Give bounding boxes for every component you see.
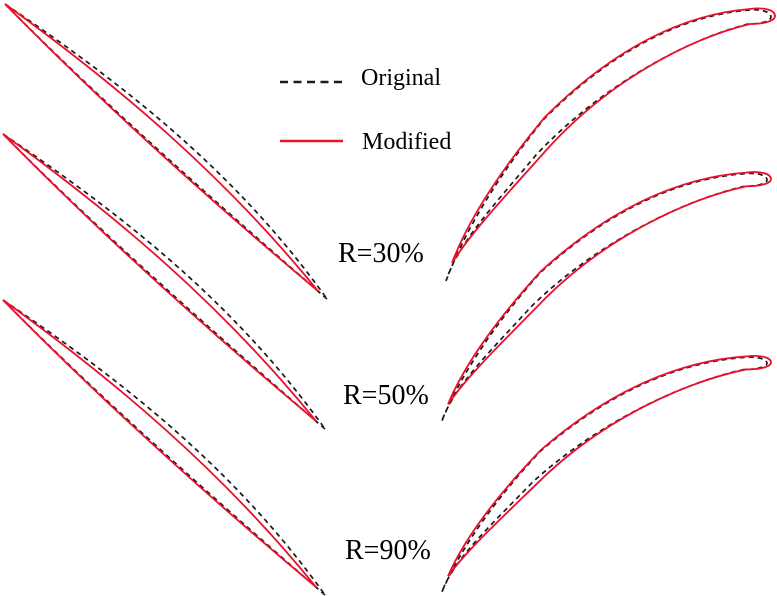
original-blade-outline [5, 4, 327, 299]
original-blade-outline [446, 10, 771, 281]
modified-blade-outline [5, 4, 318, 291]
blade-group-left-r90 [3, 300, 325, 595]
blade-group-left-r30 [5, 4, 327, 299]
modified-blade-outline [448, 356, 771, 576]
modified-blade-outline [448, 172, 771, 404]
legend-modified-label: Modified [362, 129, 452, 155]
row-label-r90: R=90% [345, 535, 431, 566]
blade-group-right-r50 [442, 172, 771, 421]
blade-group-left-r50 [3, 134, 325, 429]
row-label-r30: R=30% [338, 238, 424, 269]
legend-original-label: Original [361, 65, 441, 91]
blade-group-right-r30 [446, 8, 775, 281]
original-blade-outline [442, 357, 767, 592]
modified-blade-outline [3, 300, 316, 587]
original-blade-outline [3, 300, 325, 595]
original-blade-outline [442, 173, 767, 420]
row-label-r50: R=50% [343, 380, 429, 411]
modified-blade-outline [3, 134, 316, 421]
modified-blade-outline [452, 8, 775, 263]
original-blade-outline [3, 134, 325, 429]
blade-group-right-r90 [442, 356, 771, 592]
